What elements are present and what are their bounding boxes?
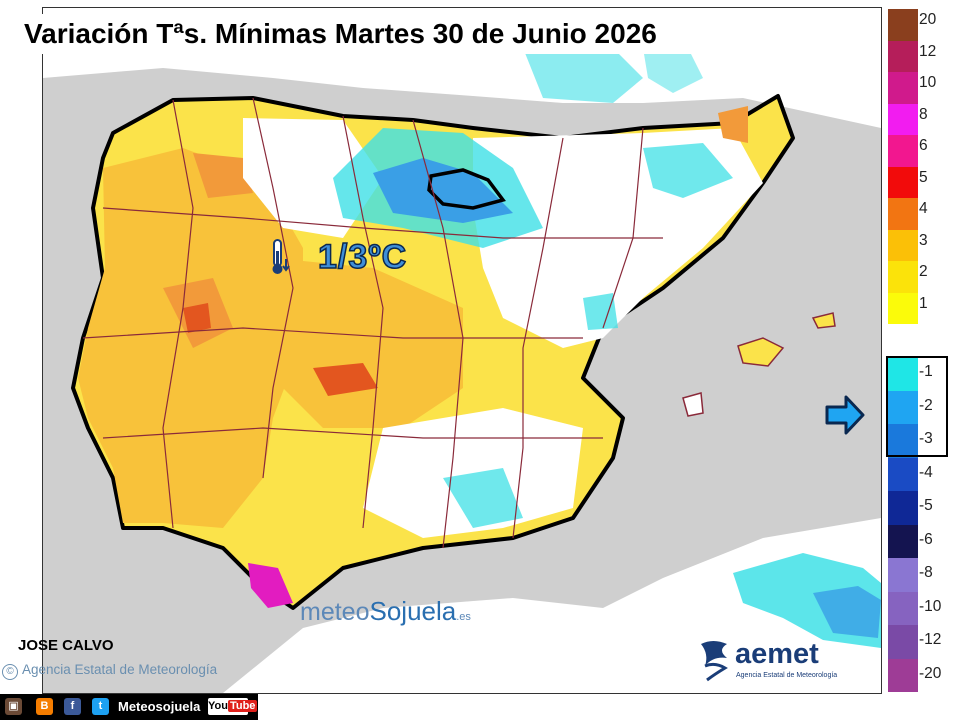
legend-label: 3 bbox=[919, 231, 928, 249]
legend-swatch bbox=[888, 198, 918, 230]
la-rioja-outline bbox=[427, 168, 506, 210]
legend-label: -10 bbox=[919, 597, 942, 615]
legend-swatch bbox=[888, 524, 918, 558]
legend-swatch bbox=[888, 658, 918, 692]
arrow-right-icon bbox=[825, 395, 865, 435]
legend-swatch bbox=[888, 491, 918, 525]
province-borders bbox=[82, 97, 663, 549]
social-bar: ▣ B f t Meteosojuela You Tube bbox=[0, 694, 258, 720]
social-handle[interactable]: Meteosojuela bbox=[118, 699, 201, 714]
legend-label: 5 bbox=[919, 168, 928, 186]
legend-label: -6 bbox=[919, 530, 933, 548]
menorca bbox=[811, 312, 836, 329]
france-cool-area bbox=[523, 38, 643, 103]
legend-label: 4 bbox=[919, 200, 928, 217]
youtube-you: You bbox=[208, 700, 228, 712]
color-legend: 20 12 10 8 6 5 4 3 2 1 -1 -2 -3 -4 -5 -6 -8 -10 -12 -20 bbox=[886, 7, 960, 692]
map-canvas bbox=[43, 8, 881, 693]
legend-label: -1 bbox=[919, 363, 933, 380]
legend-swatch bbox=[888, 424, 918, 458]
legend-label: 8 bbox=[919, 105, 928, 123]
instagram-icon[interactable]: ▣ bbox=[5, 698, 22, 715]
legend-swatch bbox=[888, 292, 918, 324]
legend-label: -2 bbox=[919, 396, 933, 414]
legend-swatch bbox=[888, 390, 918, 424]
hot-spot-center bbox=[313, 363, 378, 396]
legend-label: -3 bbox=[919, 430, 933, 447]
legend-swatch bbox=[888, 261, 918, 293]
temperature-variation-value: 1/3ºC bbox=[317, 237, 408, 277]
legend-label: 1 bbox=[919, 294, 928, 312]
youtube-tube: Tube bbox=[227, 700, 258, 712]
legend-swatch bbox=[888, 357, 918, 391]
catalonia-warm-spot bbox=[718, 106, 748, 143]
legend-label: 10 bbox=[919, 74, 937, 91]
aemet-logo-icon bbox=[701, 641, 728, 682]
legend-label: -20 bbox=[919, 664, 942, 682]
author-label: JOSE CALVO bbox=[18, 637, 114, 654]
aemet-wordmark: aemet bbox=[735, 638, 819, 670]
map-title-box: Variación Tªs. Mínimas Martes 30 de Juni… bbox=[22, 14, 806, 54]
twitter-icon[interactable]: t bbox=[92, 698, 109, 715]
legend-label: -12 bbox=[919, 631, 942, 648]
highlight-box bbox=[265, 237, 465, 277]
northeast-cool-zone bbox=[643, 143, 733, 198]
map-title: Variación Tªs. Mínimas Martes 30 de Juni… bbox=[24, 18, 657, 49]
legend-label: 20 bbox=[919, 11, 937, 28]
central-warm-zone bbox=[273, 258, 463, 428]
legend-swatch bbox=[888, 9, 918, 41]
legend-swatch bbox=[888, 625, 918, 659]
gibraltar-hot-spot bbox=[248, 563, 293, 608]
blogger-icon[interactable]: B bbox=[36, 698, 53, 715]
legend-label: 6 bbox=[919, 137, 928, 154]
legend-swatch bbox=[888, 558, 918, 592]
legend-label: -8 bbox=[919, 564, 933, 581]
copyright-icon: © bbox=[2, 664, 18, 680]
weather-map bbox=[42, 7, 882, 694]
legend-highlight-box bbox=[886, 356, 948, 457]
east-cool-spot bbox=[583, 293, 618, 330]
legend-swatch bbox=[888, 135, 918, 167]
hot-spot-west bbox=[183, 303, 211, 333]
agency-name: Agencia Estatal de Meteorología bbox=[22, 662, 218, 677]
facebook-icon[interactable]: f bbox=[64, 698, 81, 715]
aemet-subtitle: Agencia Estatal de Meteorología bbox=[736, 672, 838, 679]
south-cool-zone bbox=[443, 468, 523, 528]
legend-swatch bbox=[888, 40, 918, 72]
legend-swatch bbox=[888, 457, 918, 491]
mallorca bbox=[737, 337, 785, 367]
legend-label: 2 bbox=[919, 263, 928, 280]
brand-part2: Sojuela bbox=[369, 596, 457, 626]
brand-part1: meteo bbox=[300, 598, 370, 626]
meteosojuela-logo: meteoSojuela.es bbox=[300, 596, 471, 627]
warm-spot-north bbox=[193, 153, 253, 198]
youtube-icon[interactable]: You Tube bbox=[208, 698, 258, 715]
legend-swatch bbox=[888, 591, 918, 625]
thermometer-down-icon bbox=[272, 239, 290, 274]
legend-swatch bbox=[888, 72, 918, 104]
africa-cool-area-2 bbox=[813, 586, 881, 638]
brand-suffix: .es bbox=[456, 611, 471, 623]
legend-swatch bbox=[888, 229, 918, 261]
legend-label: 12 bbox=[919, 42, 937, 60]
ibiza bbox=[682, 392, 704, 417]
legend-swatch bbox=[888, 166, 918, 198]
legend-label: -4 bbox=[919, 463, 933, 481]
agency-credit: © Agencia Estatal de Meteorología bbox=[2, 662, 217, 680]
legend-swatch bbox=[888, 103, 918, 135]
legend-label: -5 bbox=[919, 497, 933, 514]
